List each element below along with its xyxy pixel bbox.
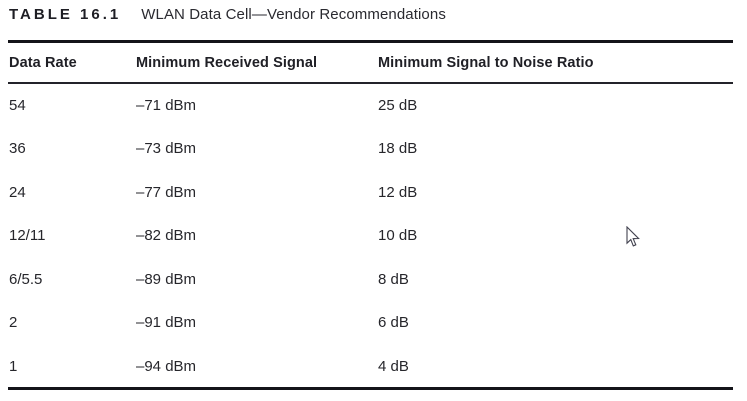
cell-min-snr: 6 dB <box>378 314 409 332</box>
table-caption: WLAN Data Cell—Vendor Recommendations <box>141 6 446 23</box>
cell-min-signal: –77 dBm <box>136 183 197 201</box>
cell-min-signal: –82 dBm <box>136 227 197 245</box>
cell-min-signal: –91 dBm <box>136 314 197 332</box>
cell-min-snr: 4 dB <box>378 357 409 375</box>
table-body: 54 –71 dBm 25 dB 36 –73 dBm 18 dB 24 –77… <box>9 84 733 389</box>
cell-min-snr: 12 dB <box>378 183 418 201</box>
column-header-min-received-signal: Minimum Received Signal <box>136 54 318 71</box>
cell-data-rate: 2 <box>9 314 18 332</box>
table-title: TABLE 16.1 WLAN Data Cell—Vendor Recomme… <box>9 6 446 23</box>
cell-min-snr: 18 dB <box>378 140 418 158</box>
header-rule <box>8 82 733 84</box>
table-header-row: Data Rate Minimum Received Signal Minimu… <box>9 43 733 82</box>
bottom-rule <box>8 387 733 390</box>
table-number: TABLE 16.1 <box>9 6 122 23</box>
cell-min-signal: –71 dBm <box>136 96 197 114</box>
cell-min-snr: 10 dB <box>378 227 418 245</box>
column-header-data-rate: Data Rate <box>9 54 77 71</box>
cell-data-rate: 54 <box>9 96 26 114</box>
cell-min-signal: –89 dBm <box>136 270 197 288</box>
cell-min-signal: –73 dBm <box>136 140 197 158</box>
cell-min-snr: 8 dB <box>378 270 409 288</box>
cell-data-rate: 6/5.5 <box>9 270 43 288</box>
cell-min-snr: 25 dB <box>378 96 418 114</box>
cell-data-rate: 1 <box>9 357 18 375</box>
cell-data-rate: 24 <box>9 183 26 201</box>
cell-data-rate: 36 <box>9 140 26 158</box>
top-rule <box>8 40 733 43</box>
column-header-min-snr: Minimum Signal to Noise Ratio <box>378 54 594 71</box>
cell-min-signal: –94 dBm <box>136 357 197 375</box>
cell-data-rate: 12/11 <box>9 227 46 245</box>
